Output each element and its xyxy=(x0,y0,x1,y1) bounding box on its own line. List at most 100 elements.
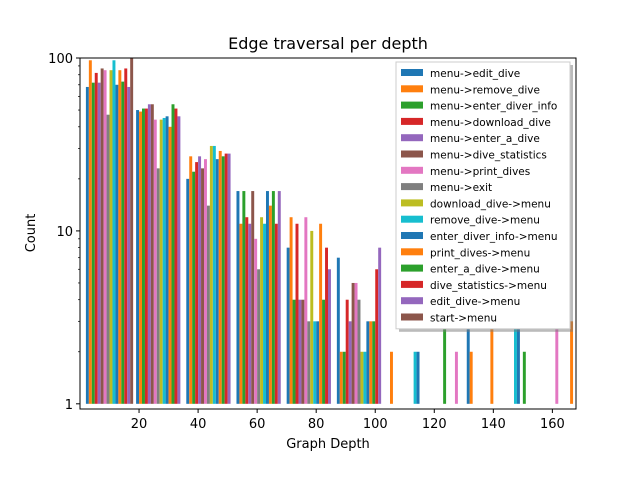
legend-swatch xyxy=(401,166,423,174)
bar xyxy=(268,205,272,404)
bar xyxy=(168,126,172,404)
legend-label: edit_dive->menu xyxy=(430,296,520,308)
bar xyxy=(254,238,258,404)
legend-swatch xyxy=(401,297,423,305)
bar xyxy=(156,168,160,404)
bar xyxy=(307,321,311,404)
bar xyxy=(103,70,107,404)
legend-label: menu->enter_diver_info xyxy=(430,101,557,113)
bar xyxy=(192,171,196,404)
bar xyxy=(271,191,275,404)
x-tick-label: 60 xyxy=(249,417,266,432)
bar xyxy=(150,104,154,404)
bar xyxy=(310,230,314,404)
bar xyxy=(378,247,382,404)
bar xyxy=(115,84,119,404)
bar xyxy=(443,321,447,404)
legend-swatch xyxy=(401,232,423,239)
bar xyxy=(555,321,559,404)
bar xyxy=(91,82,95,404)
y-tick-label: 100 xyxy=(48,52,73,67)
legend-label: menu->edit_dive xyxy=(430,68,520,80)
bar xyxy=(144,108,148,404)
x-tick-label: 160 xyxy=(540,417,565,432)
legend-swatch xyxy=(401,313,423,321)
legend-swatch xyxy=(401,150,423,158)
bar xyxy=(257,269,261,404)
bar xyxy=(130,58,134,404)
bar xyxy=(490,321,494,404)
bar xyxy=(97,82,101,404)
legend-label: dive_statistics->menu xyxy=(430,280,547,292)
bar xyxy=(121,81,125,404)
bar xyxy=(215,159,219,404)
bar xyxy=(248,223,252,404)
bar xyxy=(171,104,175,404)
bar xyxy=(348,321,352,404)
legend-box xyxy=(395,61,571,330)
y-tick-label: 1 xyxy=(65,398,73,413)
bar xyxy=(319,223,323,404)
bar xyxy=(159,119,163,404)
legend-label: menu->enter_a_dive xyxy=(430,133,540,145)
bar xyxy=(195,162,199,404)
bar xyxy=(263,223,266,404)
bar xyxy=(227,153,231,404)
bar xyxy=(316,321,320,404)
bar xyxy=(106,114,110,404)
bar xyxy=(139,111,142,404)
bar xyxy=(322,299,326,404)
bar xyxy=(289,217,293,404)
bar xyxy=(354,282,358,404)
legend-label: menu->exit xyxy=(430,182,492,194)
bar xyxy=(274,223,278,404)
y-tick-label: 10 xyxy=(56,225,73,240)
bar xyxy=(147,104,151,404)
bar xyxy=(100,68,104,404)
bar xyxy=(301,299,305,404)
bar xyxy=(85,86,89,404)
bar xyxy=(221,156,225,404)
bar xyxy=(390,351,393,404)
bar xyxy=(277,191,281,404)
legend-swatch xyxy=(401,117,423,125)
bar xyxy=(416,351,420,404)
legend-swatch xyxy=(401,199,423,207)
bar xyxy=(174,108,178,404)
legend-label: print_dives->menu xyxy=(430,247,530,259)
bar xyxy=(198,156,202,404)
bar xyxy=(251,191,255,404)
bar xyxy=(298,299,302,404)
bar xyxy=(94,72,98,404)
legend-label: download_dive->menu xyxy=(430,198,551,210)
bar xyxy=(514,321,517,404)
bar xyxy=(345,299,349,404)
bar xyxy=(206,205,210,404)
legend-swatch xyxy=(401,183,423,191)
legend-label: menu->print_dives xyxy=(430,166,530,178)
bar xyxy=(109,70,113,404)
legend-swatch xyxy=(401,280,423,288)
chart-title: Edge traversal per depth xyxy=(228,34,428,53)
bar xyxy=(165,116,169,404)
bar xyxy=(242,191,246,404)
bar-groups xyxy=(85,58,574,404)
bar xyxy=(236,191,240,404)
bar xyxy=(118,70,122,404)
bar xyxy=(209,145,213,404)
x-tick-label: 20 xyxy=(131,417,148,432)
bar xyxy=(328,269,331,404)
bar xyxy=(127,86,131,404)
bar xyxy=(325,247,328,404)
bar xyxy=(516,321,520,404)
bar xyxy=(136,110,140,404)
bar xyxy=(295,223,299,404)
bar xyxy=(336,257,340,404)
bar xyxy=(369,321,373,404)
legend-label: remove_dive->menu xyxy=(430,215,540,227)
bar xyxy=(454,351,458,404)
legend-label: menu->dive_statistics xyxy=(430,150,547,162)
legend-swatch xyxy=(401,134,423,142)
bar xyxy=(212,145,216,404)
bar xyxy=(245,217,249,404)
